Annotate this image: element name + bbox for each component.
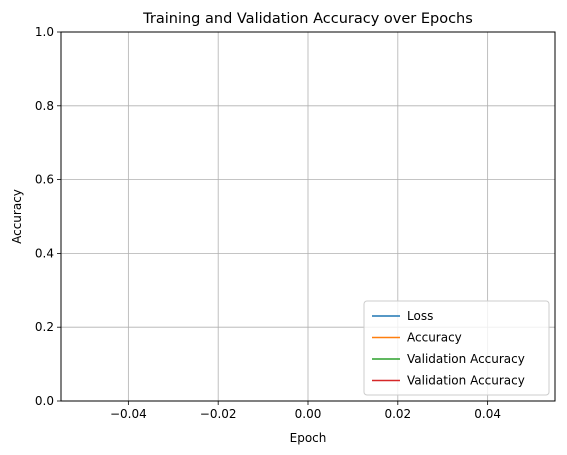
y-tick-label: 0.2 — [35, 320, 54, 334]
legend-box — [363, 300, 550, 396]
legend-entry: Validation Accuracy — [407, 374, 525, 388]
y-tick-label: 0.4 — [35, 246, 54, 260]
chart-title: Training and Validation Accuracy over Ep… — [142, 11, 473, 27]
x-tick-label: 0.02 — [384, 407, 411, 421]
y-tick-label: 0.6 — [35, 173, 54, 187]
x-tick-label: −0.04 — [110, 407, 147, 421]
x-tick-label: −0.02 — [200, 407, 237, 421]
x-axis: −0.04 −0.02 0.00 0.02 0.04 — [110, 401, 501, 421]
y-axis-label: Accuracy — [10, 189, 24, 244]
x-axis-label: Epoch — [290, 431, 327, 445]
y-tick-label: 0.8 — [35, 99, 54, 113]
legend-entry: Loss — [407, 309, 433, 323]
x-tick-label: 0.04 — [474, 407, 501, 421]
legend-entry: Validation Accuracy — [407, 352, 525, 366]
x-tick-label: 0.00 — [295, 407, 322, 421]
legend: Loss Accuracy Validation Accuracy Validatio… — [363, 300, 550, 396]
y-tick-label: 1.0 — [35, 25, 54, 39]
y-axis: 0.0 0.2 0.4 0.6 0.8 1.0 — [35, 25, 61, 408]
legend-entry: Accuracy — [407, 331, 462, 345]
y-tick-label: 0.0 — [35, 394, 54, 408]
